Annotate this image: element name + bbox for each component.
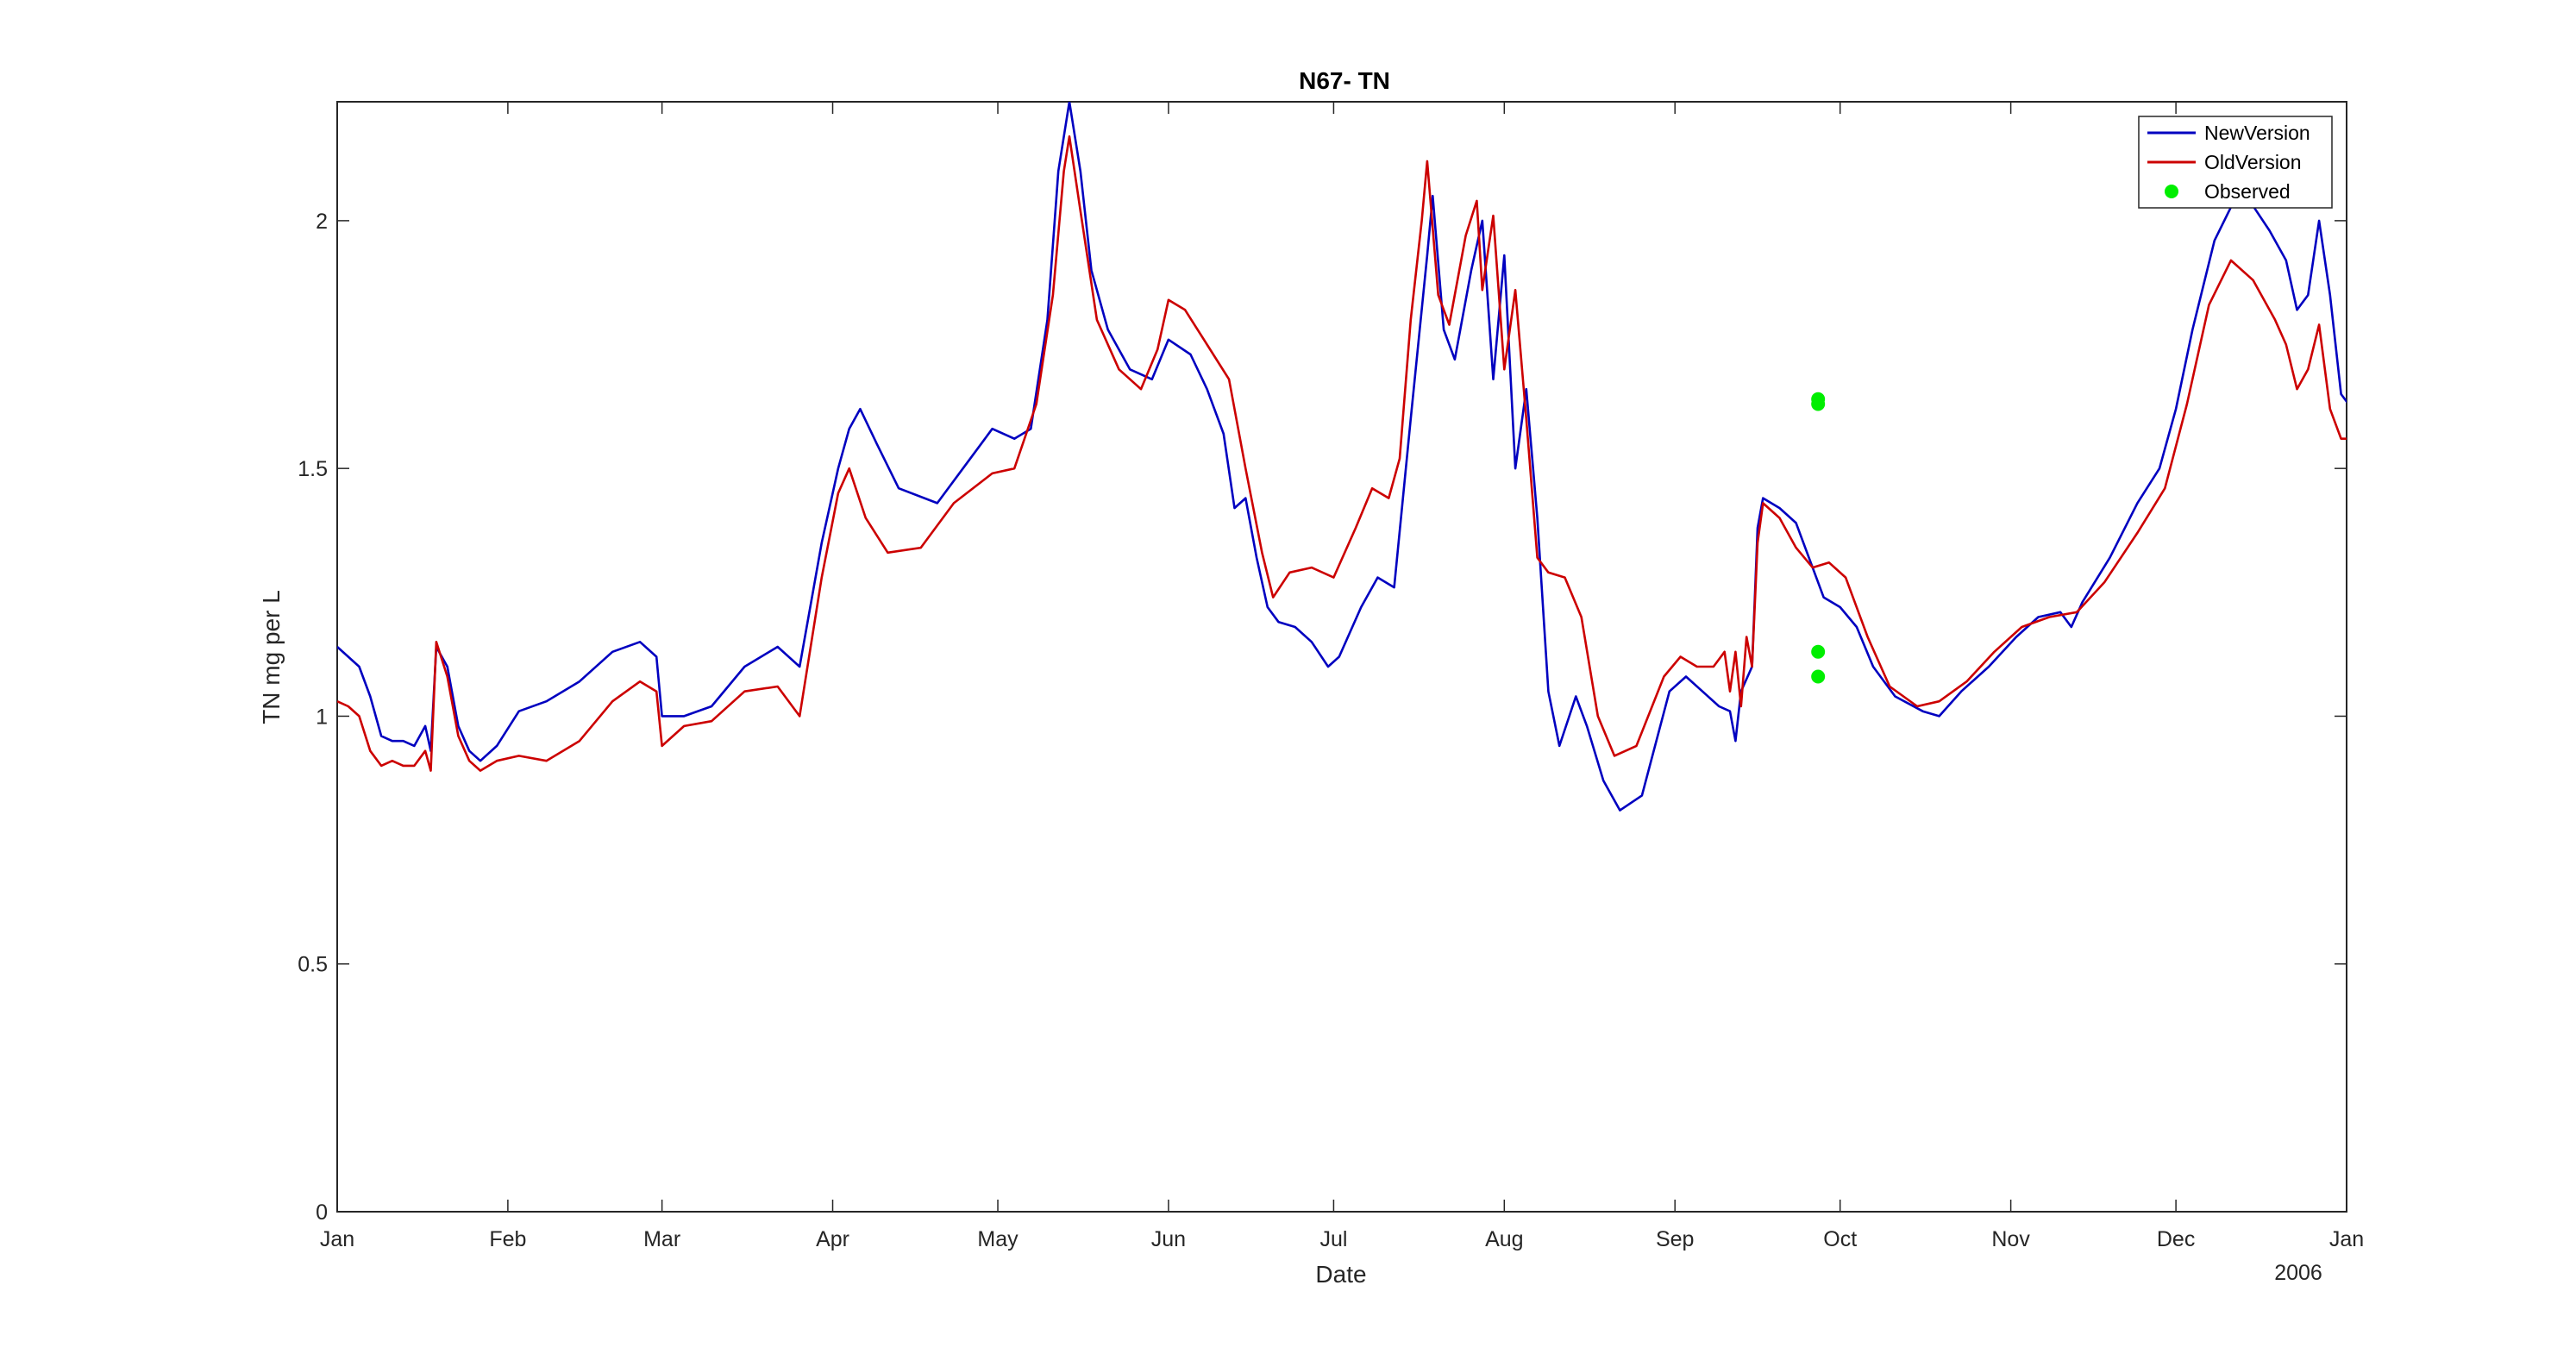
observed-point <box>1811 397 1826 411</box>
series-line-oldversion <box>337 135 2347 772</box>
legend-label-oldversion: OldVersion <box>2204 151 2302 173</box>
x-tick-label: Nov <box>1991 1227 2030 1251</box>
x-tick-label: Jul <box>1319 1227 1347 1251</box>
chart-title: N67- TN <box>1299 67 1390 94</box>
x-tick-label: Oct <box>1823 1227 1857 1251</box>
x-tick-label: Dec <box>2157 1227 2195 1251</box>
y-tick-label: 1.5 <box>298 457 328 481</box>
legend-label-newversion: NewVersion <box>2204 122 2310 144</box>
x-tick-label: Sep <box>1656 1227 1694 1251</box>
x-tick-label: Jun <box>1151 1227 1186 1251</box>
legend-label-observed: Observed <box>2204 180 2291 203</box>
y-tick-label: 1 <box>316 705 328 729</box>
x-tick-label: Feb <box>489 1227 526 1251</box>
x-tick-label: Apr <box>816 1227 849 1251</box>
y-tick-label: 2 <box>316 210 328 234</box>
legend: NewVersion OldVersion Observed <box>2138 116 2333 209</box>
y-tick-label: 0.5 <box>298 953 328 977</box>
year-label: 2006 <box>2274 1261 2322 1285</box>
x-tick-label: Aug <box>1485 1227 1523 1251</box>
x-tick-label: Mar <box>643 1227 680 1251</box>
observed-point <box>1811 644 1826 659</box>
observed-point <box>1811 669 1826 684</box>
x-tick-label: Jan <box>2329 1227 2364 1251</box>
series-line-newversion <box>337 102 2347 812</box>
x-axis-ticks: Jan Feb Mar Apr May Jun Jul Aug Sep Oct Nov Dec Jan <box>320 102 2364 1251</box>
x-tick-label: Jan <box>320 1227 354 1251</box>
legend-swatch-observed <box>2165 185 2178 198</box>
y-axis-ticks: 0 0.5 1 1.5 2 <box>298 210 2347 1225</box>
plot-frame <box>336 101 2347 1213</box>
y-tick-label: 0 <box>316 1200 328 1225</box>
x-axis-label: Date <box>1315 1261 1366 1288</box>
y-axis-label: TN mg per L <box>258 590 285 724</box>
plot-area <box>337 102 2347 812</box>
x-tick-label: May <box>977 1227 1018 1251</box>
